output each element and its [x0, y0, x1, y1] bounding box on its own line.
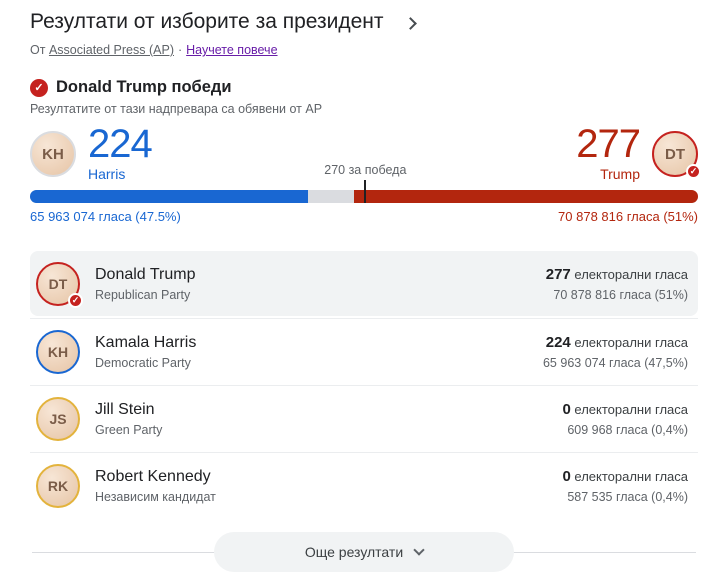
harris-label: Harris: [88, 166, 126, 182]
candidate-name: Robert Kennedy: [95, 468, 211, 485]
popular-votes: 65 963 074 гласа (47,5%): [542, 356, 688, 370]
winner-check-badge-icon: ✓: [686, 164, 701, 179]
electoral-votes: 0 електорални гласа: [562, 401, 688, 418]
harris-electoral-count: 224: [88, 122, 153, 166]
candidate-row-kennedy: RK Robert Kennedy Независим кандидат 0 е…: [30, 452, 698, 519]
harris-popular-total: 65 963 074 гласа (47.5%): [30, 209, 181, 224]
winner-subtext: Резултатите от тази надпревара са обявен…: [30, 102, 323, 116]
candidate-party: Независим кандидат: [95, 490, 216, 504]
stein-row-avatar: JS: [36, 397, 80, 441]
chevron-right-icon: [403, 16, 417, 30]
candidate-name: Jill Stein: [95, 401, 155, 418]
harris-row-avatar: KH: [36, 330, 80, 374]
electoral-votes: 0 електорални гласа: [562, 468, 688, 485]
winner-check-icon: ✓: [30, 78, 48, 97]
page-title: Резултати от изборите за президент: [30, 10, 384, 33]
byline-prefix: От: [30, 43, 46, 57]
panel-title-link[interactable]: Резултати от изборите за президент: [30, 10, 698, 34]
harris-avatar: KH: [30, 131, 76, 177]
popular-votes: 609 968 гласа (0,4%): [567, 423, 688, 437]
popular-votes: 70 878 816 гласа (51%): [553, 287, 688, 302]
candidate-party: Republican Party: [95, 287, 191, 302]
candidate-party: Green Party: [95, 423, 163, 437]
candidate-list: DT ✓ Donald Trump Republican Party 277 е…: [30, 251, 698, 519]
electoral-bar-wrap: 270 за победа: [30, 163, 698, 203]
winner-call: ✓ Donald Trump победи Резултатите от таз…: [30, 78, 698, 116]
electoral-votes: 224 електорални гласа: [545, 334, 688, 351]
bar-segment-undecided: [307, 190, 354, 203]
byline: От Associated Press (AP) · Научете повече: [30, 43, 698, 57]
footer: Още резултати: [30, 532, 698, 572]
winner-headline: Donald Trump победи: [56, 78, 232, 96]
bar-threshold-tick: [364, 180, 367, 203]
popular-votes: 587 535 гласа (0,4%): [567, 490, 688, 504]
candidate-party: Democratic Party: [95, 356, 191, 370]
candidate-row-trump: DT ✓ Donald Trump Republican Party 277 е…: [30, 251, 698, 316]
threshold-label: 270 за победа: [324, 163, 407, 177]
byline-separator: ·: [177, 43, 183, 57]
kennedy-row-avatar: RK: [36, 464, 80, 508]
candidate-name: Donald Trump: [95, 265, 196, 283]
bar-segment-trump: [353, 190, 698, 203]
chevron-down-icon: [413, 544, 425, 556]
trump-electoral-count: 277: [576, 122, 641, 166]
electoral-scoreboard: KH 224 Harris 277 Trump DT ✓: [30, 122, 701, 182]
candidate-row-harris: KH Kamala Harris Democratic Party 224 ел…: [30, 318, 698, 385]
trump-row-avatar: DT: [36, 261, 80, 306]
more-results-label: Още резултати: [304, 544, 404, 560]
bar-segment-harris: [30, 190, 308, 203]
candidate-row-stein: JS Jill Stein Green Party 0 електорални …: [30, 385, 698, 452]
electoral-bar: [30, 190, 698, 203]
popular-vote-totals: 65 963 074 гласа (47.5%) 70 878 816 глас…: [30, 209, 698, 224]
candidate-name: Kamala Harris: [95, 334, 197, 351]
winner-check-badge-icon: ✓: [68, 292, 83, 308]
trump-popular-total: 70 878 816 гласа (51%): [558, 209, 698, 224]
source-link[interactable]: Associated Press (AP): [48, 43, 174, 57]
learn-more-link[interactable]: Научете повече: [186, 43, 278, 57]
electoral-votes: 277 електорални гласа: [545, 265, 688, 283]
trump-label: Trump: [600, 166, 640, 182]
more-results-button[interactable]: Още резултати: [214, 532, 514, 572]
harris-score: KH 224 Harris: [30, 122, 153, 182]
trump-score: 277 Trump DT ✓: [576, 122, 701, 182]
